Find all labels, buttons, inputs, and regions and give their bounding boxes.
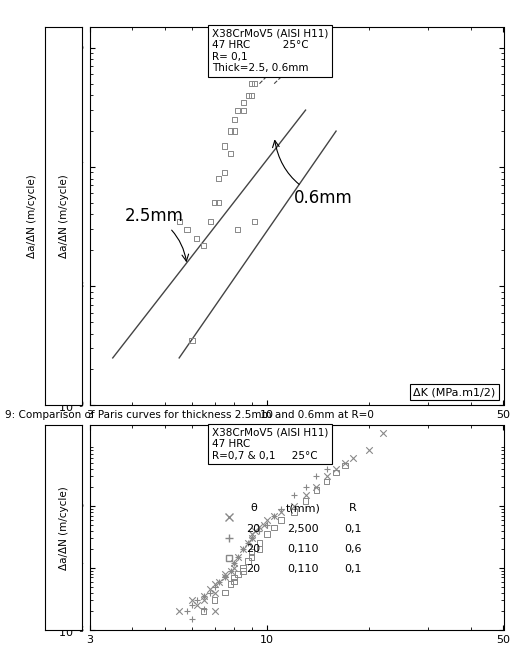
Text: 0,1: 0,1 xyxy=(344,523,361,533)
Point xyxy=(251,78,259,89)
Point xyxy=(230,126,239,137)
Point xyxy=(199,591,208,602)
Text: 20: 20 xyxy=(246,564,260,574)
Point xyxy=(226,126,235,137)
Text: 0,1: 0,1 xyxy=(344,564,361,574)
Point xyxy=(215,198,223,208)
Point xyxy=(289,500,298,511)
Point xyxy=(248,533,256,544)
Point xyxy=(270,54,278,65)
Text: ΔK (MPa.m1/2): ΔK (MPa.m1/2) xyxy=(413,387,495,397)
Point xyxy=(341,458,349,468)
Text: X38CrMoV5 (AISI H11)
47 HRC
R=0,7 & 0,1     25°C: X38CrMoV5 (AISI H11) 47 HRC R=0,7 & 0,1 … xyxy=(212,427,329,461)
Point xyxy=(175,606,183,616)
Point xyxy=(322,476,331,486)
Point xyxy=(255,538,264,549)
Point xyxy=(210,595,219,606)
Point xyxy=(199,606,208,616)
Point xyxy=(210,587,219,598)
Point xyxy=(210,198,219,208)
Point xyxy=(277,21,285,32)
Point xyxy=(312,485,321,496)
Text: 2.5mm: 2.5mm xyxy=(125,207,189,261)
Point xyxy=(322,471,331,482)
Text: X38CrMoV5 (AISI H11)
47 HRC          25°C
R= 0,1
Thick=2.5, 0.6mm: X38CrMoV5 (AISI H11) 47 HRC 25°C R= 0,1 … xyxy=(212,29,329,74)
Point xyxy=(244,538,252,549)
Point xyxy=(255,525,264,536)
Point xyxy=(226,565,235,576)
Point xyxy=(192,595,201,606)
Text: R: R xyxy=(349,503,357,513)
Point xyxy=(234,569,242,580)
Point xyxy=(199,591,208,602)
Point xyxy=(248,533,256,544)
Point xyxy=(263,61,271,72)
Text: 0,110: 0,110 xyxy=(287,564,319,574)
Point xyxy=(220,141,229,151)
Text: t(mm): t(mm) xyxy=(286,503,321,513)
Point xyxy=(289,490,298,500)
Point xyxy=(206,216,215,226)
Point xyxy=(248,529,256,539)
Text: 0,110: 0,110 xyxy=(287,544,319,554)
Point xyxy=(277,515,285,525)
Text: 20: 20 xyxy=(246,544,260,554)
Text: 0,6: 0,6 xyxy=(344,544,361,554)
Point xyxy=(230,563,239,574)
Point xyxy=(284,42,292,53)
Text: Δa/ΔN (m/cycle): Δa/ΔN (m/cycle) xyxy=(59,486,68,570)
Point xyxy=(220,587,229,598)
Point xyxy=(302,0,310,6)
Point xyxy=(230,557,239,568)
Point xyxy=(188,595,196,606)
Point xyxy=(289,507,298,517)
Point xyxy=(239,105,248,115)
Text: Δa/ΔN (m/cycle): Δa/ΔN (m/cycle) xyxy=(59,174,68,258)
Point xyxy=(255,544,264,555)
Point xyxy=(270,511,278,521)
Point xyxy=(255,69,264,80)
Point xyxy=(248,78,256,89)
Point xyxy=(263,519,271,530)
Point xyxy=(239,565,248,576)
Point xyxy=(230,572,239,583)
Point xyxy=(226,148,235,159)
Point xyxy=(349,452,358,463)
Point xyxy=(263,515,271,525)
Point xyxy=(302,482,310,492)
Point xyxy=(199,595,208,606)
Point xyxy=(220,167,229,178)
Point xyxy=(322,464,331,474)
Point xyxy=(210,579,219,590)
Point xyxy=(230,114,239,125)
Text: Δa/ΔN (m/cycle): Δa/ΔN (m/cycle) xyxy=(27,174,37,258)
Point xyxy=(192,600,201,610)
Point xyxy=(398,395,406,406)
Point xyxy=(183,224,191,234)
Point xyxy=(226,565,235,576)
Point xyxy=(312,471,321,482)
Point xyxy=(270,42,278,53)
Point xyxy=(239,563,248,574)
Text: 0.6mm: 0.6mm xyxy=(272,141,352,207)
Point xyxy=(199,603,208,614)
Point xyxy=(215,173,223,184)
Point xyxy=(251,216,259,226)
Point xyxy=(188,335,196,346)
Point xyxy=(215,576,223,587)
Point xyxy=(251,525,259,536)
Point xyxy=(210,606,219,616)
Point xyxy=(234,551,242,562)
Point xyxy=(183,606,191,616)
Point xyxy=(277,48,285,58)
Point xyxy=(302,12,310,23)
Point xyxy=(296,21,304,32)
Point xyxy=(263,54,271,65)
Point xyxy=(244,555,252,566)
Point xyxy=(260,519,268,530)
Point xyxy=(255,69,264,80)
Point xyxy=(188,600,196,610)
Point xyxy=(341,460,349,471)
Point xyxy=(230,576,239,587)
Point xyxy=(289,33,298,44)
